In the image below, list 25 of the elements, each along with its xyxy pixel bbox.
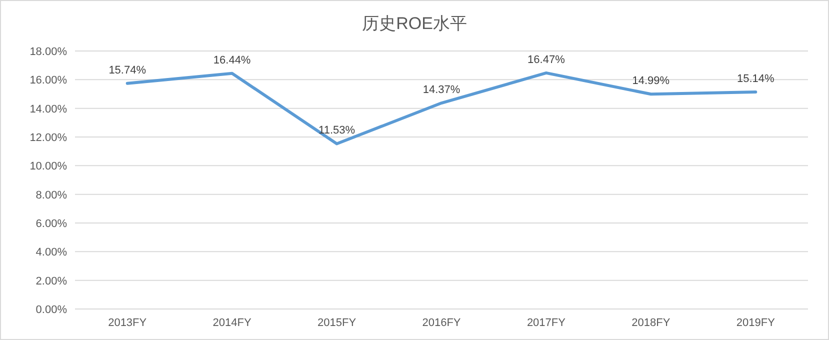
x-tick-label: 2018FY [632, 317, 671, 329]
x-tick-label: 2014FY [212, 317, 252, 329]
x-tick-label: 2015FY [318, 317, 357, 329]
y-tick-label: 16.00% [30, 74, 68, 87]
y-tick-label: 18.00% [30, 46, 68, 58]
y-tick-label: 14.00% [30, 103, 68, 116]
y-tick-label: 12.00% [30, 132, 68, 144]
data-label: 11.53% [318, 124, 356, 137]
data-label: 15.14% [736, 72, 775, 85]
data-label: 15.74% [108, 64, 146, 76]
data-label: 16.47% [528, 54, 566, 66]
data-label: 16.44% [213, 54, 251, 66]
data-label: 14.37% [422, 84, 460, 96]
x-tick-label: 2013FY [108, 317, 148, 329]
y-tick-label: 2.00% [36, 275, 68, 288]
y-tick-label: 10.00% [30, 160, 68, 173]
y-tick-label: 6.00% [36, 218, 68, 230]
y-tick-label: 8.00% [36, 189, 68, 202]
x-tick-label: 2017FY [526, 317, 566, 329]
y-tick-label: 4.00% [36, 246, 68, 259]
title: 历史ROE水平 [362, 14, 467, 33]
y-tick-label: 0.00% [36, 304, 68, 316]
x-tick-label: 2016FY [422, 317, 462, 329]
data-label: 14.99% [632, 75, 670, 88]
x-tick-label: 2019FY [736, 317, 776, 329]
